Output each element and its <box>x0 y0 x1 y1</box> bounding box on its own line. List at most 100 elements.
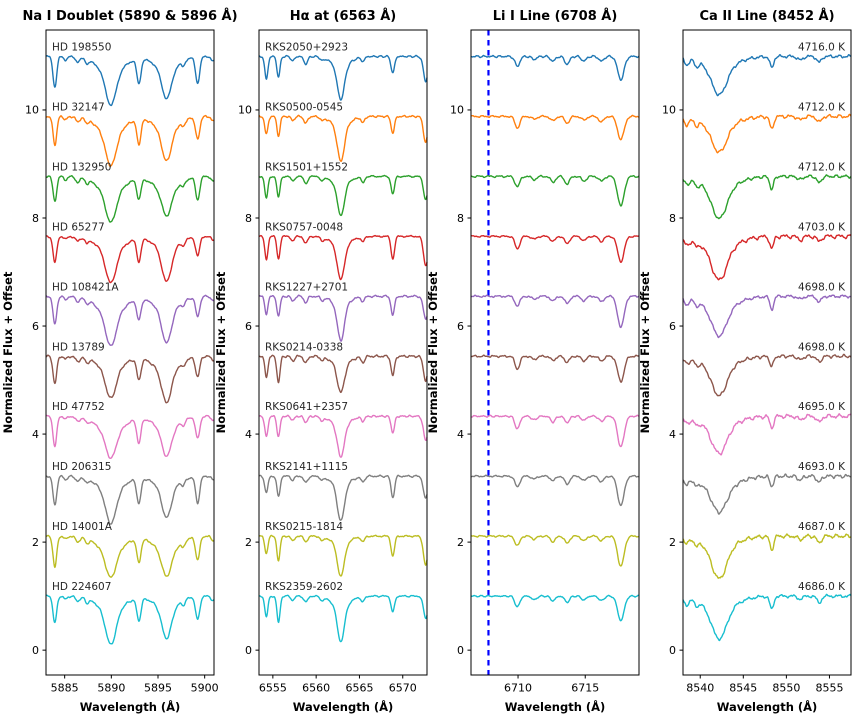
x-tick-label: 5885 <box>51 682 79 695</box>
spectrum-path <box>45 474 215 525</box>
x-tick-label: 8550 <box>772 682 800 695</box>
spectrum-label: HD 32147 <box>52 101 105 113</box>
spectrum-label: 4716.0 K <box>798 41 846 53</box>
y-tick-label: 4 <box>457 428 464 441</box>
spectrum-label: HD 65277 <box>52 221 105 233</box>
y-tick-label: 10 <box>662 104 676 117</box>
y-tick-label: 2 <box>457 536 464 549</box>
y-tick-label: 4 <box>245 428 252 441</box>
spectrum-label: HD 13789 <box>52 341 105 353</box>
y-tick-label: 0 <box>245 644 252 657</box>
spectrum-label: RKS2141+1115 <box>265 461 348 473</box>
spectrum-label: 4712.0 K <box>798 161 846 173</box>
spectrum-path <box>470 114 640 141</box>
spectrum-path <box>258 414 428 458</box>
spectrum-label: RKS0215-1814 <box>265 521 343 533</box>
y-tick-label: 4 <box>32 428 39 441</box>
spectrum-path <box>470 414 640 448</box>
spectrum-label: HD 47752 <box>52 401 105 413</box>
spectrum-label: RKS0641+2357 <box>265 401 348 413</box>
y-axis-label: Normalized Flux + Offset <box>638 271 652 433</box>
spectrum-label: HD 14001A <box>52 521 113 533</box>
spectrum-label: RKS1501+1552 <box>265 161 348 173</box>
spectrum-label: HD 132950 <box>52 161 111 173</box>
x-tick-label: 8555 <box>815 682 843 695</box>
x-tick-label: 6565 <box>345 682 373 695</box>
spectrum-label: 4712.0 K <box>798 101 846 113</box>
x-axis-label: Wavelength (Å) <box>505 699 606 714</box>
spectrum-path <box>258 54 428 101</box>
x-tick-label: 5890 <box>97 682 125 695</box>
spectrum-label: 4703.0 K <box>798 221 846 233</box>
spectrum-path <box>258 474 428 521</box>
spectrum-path <box>470 534 640 567</box>
spectrum-path <box>682 533 852 579</box>
panel-title: Hα at (6563 Å) <box>290 8 397 24</box>
spectrum-path <box>45 534 215 578</box>
axes-box <box>682 29 852 676</box>
spectrum-path <box>258 294 428 342</box>
y-tick-label: 6 <box>457 320 464 333</box>
spectrum-path <box>682 174 852 220</box>
spectrum-label: HD 206315 <box>52 461 111 473</box>
spectrum-label: 4698.0 K <box>798 341 846 353</box>
y-tick-label: 8 <box>245 212 252 225</box>
spectrum-label: HD 198550 <box>52 41 111 53</box>
spectrum-path <box>682 353 852 397</box>
y-axis-label: Normalized Flux + Offset <box>214 271 228 433</box>
panel-li-line: Li I Line (6708 Å) Wavelength (Å) Normaliz… <box>426 8 640 714</box>
y-tick-label: 8 <box>669 212 676 225</box>
y-axis-label: Normalized Flux + Offset <box>426 271 440 433</box>
axes-box <box>470 29 640 676</box>
spectrum-path <box>470 234 640 264</box>
spectrum-path <box>682 593 852 642</box>
spectrum-label: 4693.0 K <box>798 461 846 473</box>
y-tick-label: 10 <box>450 104 464 117</box>
spectrum-path <box>45 594 215 645</box>
spectrum-label: HD 224607 <box>52 581 111 593</box>
x-tick-label: 6710 <box>504 682 532 695</box>
x-tick-label: 8540 <box>686 682 714 695</box>
x-tick-label: 5900 <box>191 682 219 695</box>
spectrum-label: 4686.0 K <box>798 581 846 593</box>
panel-halpha: Hα at (6563 Å) Wavelength (Å) Normalized F… <box>214 8 428 714</box>
spectrum-path <box>45 174 215 223</box>
spectrum-label: 4698.0 K <box>798 281 846 293</box>
spectrum-label: RKS2359-2602 <box>265 581 343 593</box>
spectrum-path <box>682 413 852 456</box>
spectrum-path <box>682 53 852 97</box>
y-tick-label: 8 <box>32 212 39 225</box>
panel-title: Ca II Line (8452 Å) <box>699 8 834 24</box>
spectrum-path <box>470 474 640 507</box>
spectrum-path <box>470 294 640 329</box>
spectrum-label: RKS0500-0545 <box>265 101 343 113</box>
panel-title: Li I Line (6708 Å) <box>493 8 618 24</box>
spectrum-label: RKS2050+2923 <box>265 41 348 53</box>
axes-box <box>258 29 428 676</box>
x-axis-label: Wavelength (Å) <box>717 699 818 714</box>
spectrum-path <box>45 414 215 459</box>
x-tick-label: 6715 <box>571 682 599 695</box>
spectrum-path <box>682 113 852 154</box>
x-tick-label: 6560 <box>302 682 330 695</box>
spectrum-path <box>45 354 215 404</box>
spectrum-path <box>258 534 428 577</box>
y-tick-label: 2 <box>669 536 676 549</box>
spectrum-path <box>682 234 852 281</box>
spectrum-path <box>682 294 852 339</box>
spectrum-path <box>258 354 428 394</box>
spectrum-label: RKS0214-0338 <box>265 341 343 353</box>
spectrum-path <box>470 594 640 622</box>
x-tick-label: 8545 <box>729 682 757 695</box>
spectrum-path <box>45 55 215 107</box>
y-tick-label: 10 <box>238 104 252 117</box>
panel-title: Na I Doublet (5890 & 5896 Å) <box>22 8 237 24</box>
y-tick-label: 2 <box>245 536 252 549</box>
spectrum-path <box>258 114 428 162</box>
spectrum-path <box>45 294 215 346</box>
y-tick-label: 0 <box>669 644 676 657</box>
y-tick-label: 0 <box>457 644 464 657</box>
spectrum-label: 4687.0 K <box>798 521 846 533</box>
